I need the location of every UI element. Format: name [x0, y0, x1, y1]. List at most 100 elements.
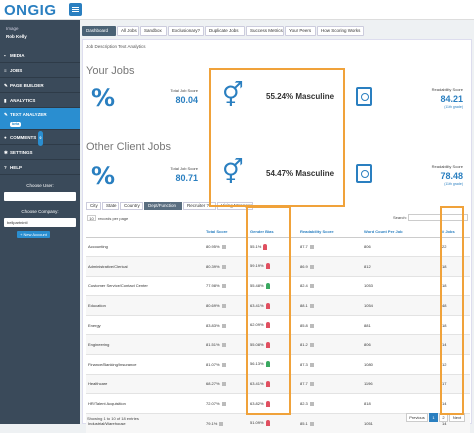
col-jobs[interactable]: # Jobs — [440, 226, 470, 238]
gender-bias-cell: 63.82% — [248, 393, 298, 414]
gender-bias-value: 55.1% — [250, 243, 262, 249]
readability-square-icon — [309, 323, 314, 328]
dept-name: Customer Service/Contact Center — [86, 275, 204, 296]
readability-cell: 85.8 — [298, 314, 362, 335]
gender-bias-highlight — [246, 206, 291, 415]
tab-dashboard[interactable]: Dashboard — [82, 26, 116, 36]
other-jobs-title: Other Client Jobs — [86, 141, 171, 153]
sidebar-item-text-analyzer[interactable]: ✎ TEXT ANALYZER beta — [0, 108, 80, 130]
table-header-row: Total Score Gender Bias Readability Scor… — [86, 226, 470, 238]
readability-cell: 87.3 — [298, 354, 362, 375]
choose-user-select[interactable] — [4, 192, 76, 201]
records-select[interactable]: 10 — [87, 215, 96, 221]
sidebar-item-help[interactable]: ? HELP — [0, 160, 80, 175]
text-analyzer-icon: ✎ — [4, 112, 8, 117]
choose-company-select[interactable]: bellpartnintl — [4, 218, 76, 227]
new-account-button[interactable]: + New Account — [17, 231, 50, 238]
your-gender-bias: 55.24% Masculine — [266, 92, 335, 101]
prev-button[interactable]: Previous — [406, 413, 428, 422]
total-score-value: 81.07% — [206, 361, 220, 367]
tab-city[interactable]: City — [86, 202, 101, 210]
tab-success-metrics[interactable]: Success Metrics — [246, 26, 284, 36]
readability-cell: 87.7 — [298, 236, 362, 257]
gender-bias-cell: 56.13% — [248, 354, 298, 375]
sidebar: Image Rob Kelly ▪ MEDIA ≡ JOBS ✎ PAGE BUILD… — [0, 20, 80, 424]
sidebar-item-comments[interactable]: ● COMMENTS 0 — [0, 130, 80, 146]
masculine-person-icon — [265, 400, 270, 407]
gender-icon: ⚥ — [222, 81, 244, 109]
tab-state[interactable]: State — [102, 202, 119, 210]
readability-book-icon — [356, 164, 372, 183]
menu-toggle-icon[interactable] — [69, 3, 82, 16]
analytics-icon: ▮ — [4, 98, 7, 103]
sidebar-item-media[interactable]: ▪ MEDIA — [0, 48, 80, 63]
col-dept[interactable] — [86, 226, 204, 238]
total-score-value: 79.1% — [206, 420, 218, 426]
readability-square-icon — [309, 264, 314, 269]
readability-value: 82.3 — [300, 401, 308, 407]
total-score-value: 72.07% — [206, 401, 220, 407]
tab-country[interactable]: Country — [120, 202, 143, 210]
score-square-icon — [221, 323, 226, 328]
readability-square-icon — [309, 304, 314, 309]
choose-company-label: Choose Company: — [21, 209, 59, 214]
records-per-page: 10 records per page — [87, 215, 128, 221]
ongig-logo[interactable]: ONGIG — [4, 2, 57, 19]
readability-value: 88.1 — [300, 303, 308, 309]
help-icon: ? — [4, 165, 7, 170]
gender-bias-value: 63.41% — [250, 302, 264, 308]
col-total-score[interactable]: Total Score — [204, 226, 248, 238]
total-score-cell: 72.07% — [204, 393, 248, 414]
gender-bias-cell: 62.09% — [248, 314, 298, 335]
table-row: Engineering 81.51% 55.08% 81.2 806 14 — [86, 334, 470, 355]
other-total-score: 80.71 — [175, 173, 198, 183]
masculine-person-icon — [265, 263, 270, 270]
col-readability[interactable]: Readability Score — [298, 226, 362, 238]
readability-value: 81.2 — [300, 342, 308, 348]
readability-value: 87.7 — [300, 381, 308, 387]
total-score-cell: 81.51% — [204, 334, 248, 355]
sidebar-item-analytics[interactable]: ▮ ANALYTICS — [0, 93, 80, 108]
readability-square-icon — [309, 362, 314, 367]
total-score-cell: 77.98% — [204, 275, 248, 296]
readability-cell: 82.4 — [298, 275, 362, 296]
other-grade-level: (11th grade) — [444, 182, 463, 186]
total-score-cell: 80.95% — [204, 236, 248, 257]
table-row: Healthcare 68.27% 63.41% 87.7 1196 17 — [86, 373, 470, 394]
total-score-cell: 80.69% — [204, 295, 248, 316]
gender-bias-cell: 55.1% — [248, 236, 298, 257]
tab-sandbox[interactable]: Sandbox — [140, 26, 167, 36]
sidebar-item-page-builder[interactable]: ✎ PAGE BUILDER — [0, 78, 80, 93]
sidebar-item-settings[interactable]: ✱ SETTINGS — [0, 145, 80, 160]
total-score-value: 80.95% — [206, 244, 220, 250]
readability-value: 85.1 — [300, 420, 308, 426]
table-row: Accounting 80.95% 55.1% 87.7 806 22 — [86, 236, 470, 257]
col-word-count[interactable]: Word Count Per Job — [362, 226, 440, 238]
tab-your-peers[interactable]: Your Peers — [285, 26, 316, 36]
page-1-button[interactable]: 1 — [429, 413, 438, 422]
dept-name: HR/Talent Acquisition — [86, 393, 204, 414]
readability-square-icon — [309, 401, 314, 406]
your-total-score-label: Total Job Score — [170, 88, 198, 93]
readability-square-icon — [309, 343, 314, 348]
total-score-cell: 68.27% — [204, 373, 248, 394]
tab-duplicate-jobs[interactable]: Duplicate Jobs — [205, 26, 245, 36]
total-score-cell: 83.83% — [204, 314, 248, 335]
gender-bias-value: 63.41% — [250, 381, 264, 387]
word-count-cell: 812 — [362, 256, 440, 277]
tab-exclusionary[interactable]: Exclusionary? — [168, 26, 204, 36]
masculine-person-icon — [265, 322, 270, 329]
total-score-value: 83.83% — [206, 322, 220, 328]
tab-dept-function[interactable]: Dept/Function — [144, 202, 182, 210]
your-readability-label: Readability Score — [431, 87, 463, 92]
masculine-person-icon — [265, 302, 270, 309]
col-gender-bias[interactable]: Gender Bias — [248, 226, 298, 238]
your-grade-level: (11th grade) — [444, 105, 463, 109]
sidebar-item-jobs[interactable]: ≡ JOBS — [0, 63, 80, 78]
score-square-icon — [221, 245, 226, 250]
tab-how-scoring-works[interactable]: How Scoring Works — [317, 26, 364, 36]
avatar: Image — [6, 26, 19, 31]
readability-cell: 87.7 — [298, 373, 362, 394]
tab-all-jobs[interactable]: All Jobs — [117, 26, 139, 36]
search-input[interactable] — [408, 214, 468, 221]
